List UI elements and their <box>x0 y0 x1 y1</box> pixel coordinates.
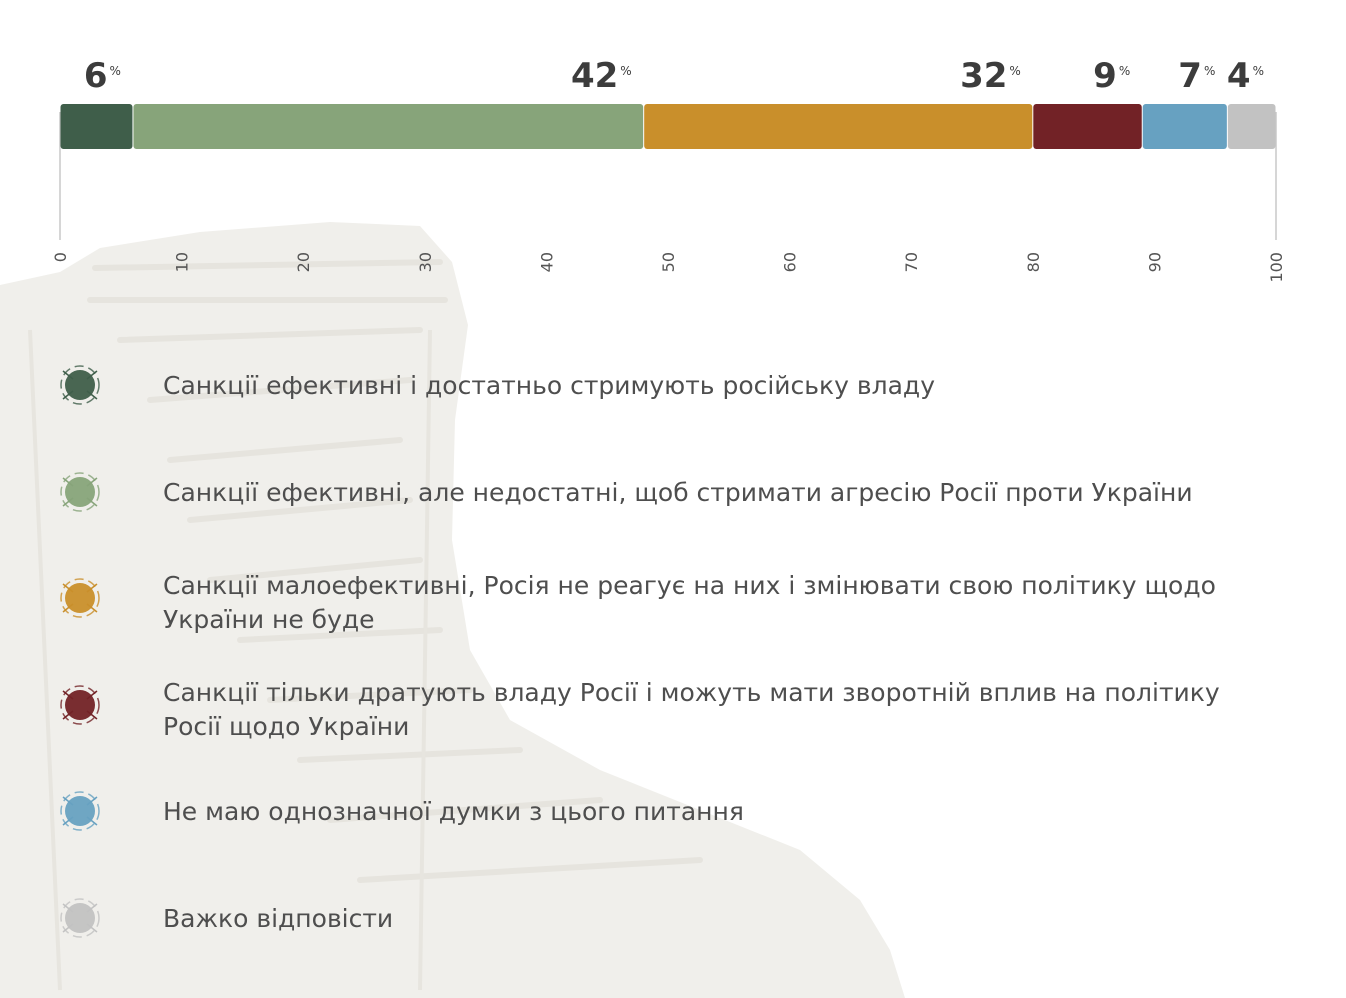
legend-item-5: Не маю однозначної думки з цього питання <box>60 791 744 831</box>
legend-marker-icon <box>60 365 100 405</box>
legend-label: Не маю однозначної думки з цього питання <box>163 797 744 826</box>
bar-segment-6 <box>1227 104 1276 149</box>
legend: Санкції ефективні і достатньо стримують … <box>60 365 1220 938</box>
bar-segment-4 <box>1033 104 1142 149</box>
tick-label-100: 100 <box>1267 252 1286 283</box>
bar-segment-2 <box>133 104 644 149</box>
legend-item-3: Санкції малоефективні, Росія не реагує н… <box>60 571 1216 634</box>
tick-label-90: 90 <box>1145 252 1164 272</box>
value-label-3: 32% <box>960 56 1021 96</box>
legend-marker-icon <box>60 791 100 831</box>
value-label-2: 42% <box>571 56 632 96</box>
tick-label-80: 80 <box>1024 252 1043 272</box>
legend-label: Санкції ефективні і достатньо стримують … <box>163 371 935 400</box>
legend-label: Важко відповісти <box>163 904 393 933</box>
legend-item-4: Санкції тільки дратують владу Росії і мо… <box>60 678 1220 741</box>
tick-label-50: 50 <box>659 252 678 272</box>
value-labels-layer: 6% 42% 32% 9% 7% 4% <box>84 56 1264 96</box>
tick-label-60: 60 <box>781 252 800 272</box>
legend-label: Санкції тільки дратують владу Росії і мо… <box>163 678 1220 741</box>
bar-segment-5 <box>1142 104 1227 149</box>
legend-marker-icon <box>60 472 100 512</box>
tick-label-20: 20 <box>294 252 313 272</box>
legend-item-2: Санкції ефективні, але недостатні, щоб с… <box>60 472 1193 512</box>
value-label-5: 7% <box>1178 56 1215 96</box>
legend-marker-icon <box>60 685 100 725</box>
tick-label-0: 0 <box>51 252 70 262</box>
value-label-1: 6% <box>84 56 121 96</box>
boot-silhouette-background <box>0 222 905 998</box>
bars-layer <box>60 104 1276 149</box>
legend-item-1: Санкції ефективні і достатньо стримують … <box>60 365 935 405</box>
bar-segment-3 <box>644 104 1033 149</box>
legend-marker-icon <box>60 578 100 618</box>
legend-marker-icon <box>60 898 100 938</box>
legend-item-6: Важко відповісти <box>60 898 393 938</box>
legend-label: Санкції малоефективні, Росія не реагує н… <box>163 571 1216 634</box>
tick-labels-layer: 0 10 20 30 40 50 60 70 80 90 100 <box>51 252 1286 283</box>
tick-label-10: 10 <box>173 252 192 272</box>
bar-segment-1 <box>60 104 133 149</box>
tick-label-30: 30 <box>416 252 435 272</box>
value-label-6: 4% <box>1227 56 1264 96</box>
value-label-4: 9% <box>1093 56 1130 96</box>
legend-label: Санкції ефективні, але недостатні, щоб с… <box>163 478 1193 507</box>
tick-label-40: 40 <box>537 252 556 272</box>
tick-label-70: 70 <box>902 252 921 272</box>
